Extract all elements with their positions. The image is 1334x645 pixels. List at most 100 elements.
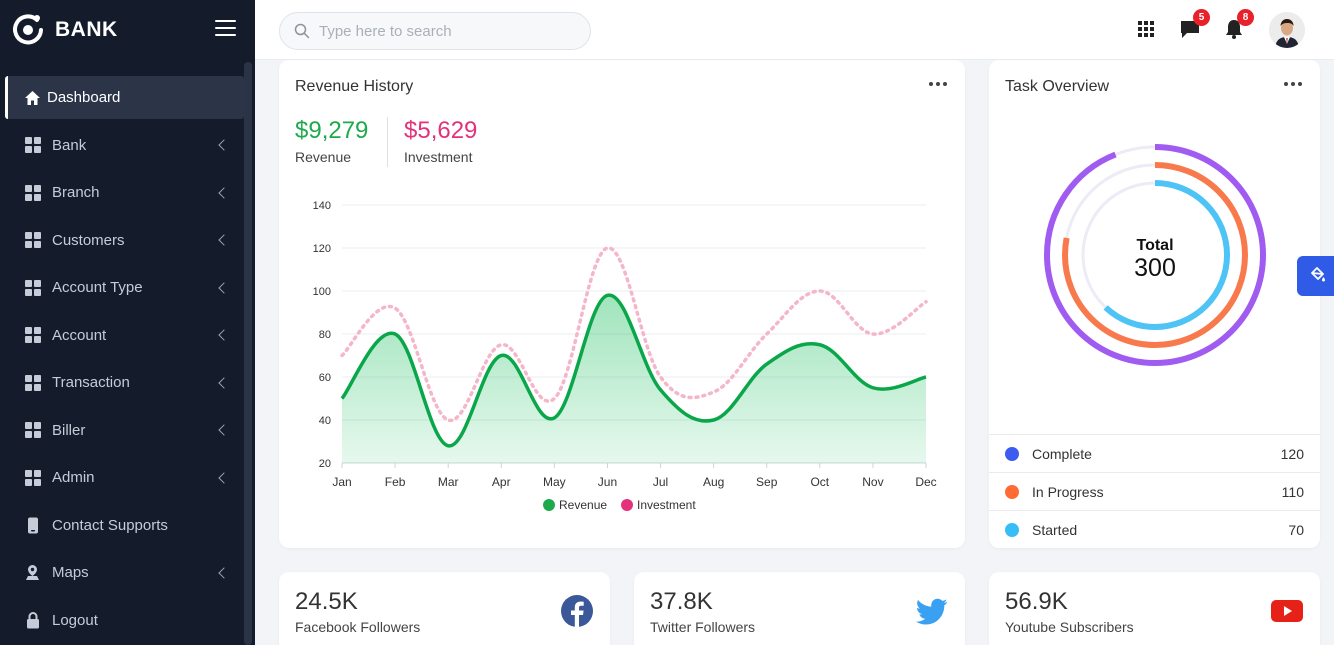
legend-dot bbox=[1005, 484, 1019, 499]
search-box[interactable] bbox=[279, 12, 591, 50]
revenue-point[interactable] bbox=[339, 396, 345, 402]
facebook-followers-label: Facebook Followers bbox=[295, 619, 421, 635]
legend-label: Started bbox=[1032, 521, 1078, 538]
sidebar-item-biller[interactable]: Biller bbox=[5, 407, 244, 455]
x-tick-label: Jul bbox=[653, 475, 668, 489]
investment-point[interactable] bbox=[711, 389, 717, 395]
sidebar-item-label: Account Type bbox=[52, 279, 143, 297]
apps-grid-icon[interactable] bbox=[1137, 18, 1159, 40]
card-title: Revenue History bbox=[295, 78, 414, 95]
sidebar-item-logout[interactable]: Logout bbox=[5, 597, 244, 645]
investment-point[interactable] bbox=[870, 331, 876, 337]
revenue-point[interactable] bbox=[604, 292, 610, 298]
brand-logo-icon bbox=[13, 14, 43, 45]
more-options-icon[interactable] bbox=[929, 82, 947, 86]
legend-label[interactable]: Investment bbox=[637, 498, 696, 512]
legend-dot bbox=[1005, 446, 1019, 461]
revenue-point[interactable] bbox=[658, 387, 664, 393]
bell-icon bbox=[1226, 20, 1242, 39]
home-icon bbox=[24, 89, 41, 106]
sidebar-item-dashboard[interactable]: Dashboard bbox=[5, 76, 244, 119]
messages-button[interactable]: 5 bbox=[1179, 9, 1210, 40]
menu-toggle-icon[interactable] bbox=[215, 20, 236, 38]
legend-count: 120 bbox=[1280, 445, 1304, 462]
investment-point[interactable] bbox=[339, 353, 345, 359]
sidebar-item-label: Account bbox=[52, 326, 107, 344]
revenue-point[interactable] bbox=[711, 417, 717, 423]
revenue-point[interactable] bbox=[392, 331, 398, 337]
investment-point[interactable] bbox=[498, 342, 504, 348]
grid-icon bbox=[24, 422, 41, 439]
y-tick-label: 60 bbox=[319, 372, 331, 384]
investment-point[interactable] bbox=[817, 288, 823, 294]
chevron-left-icon bbox=[218, 472, 230, 484]
sidebar-item-account[interactable]: Account bbox=[5, 312, 244, 360]
investment-point[interactable] bbox=[604, 245, 610, 251]
brand[interactable]: BANK bbox=[0, 0, 255, 60]
sidebar-item-label: Transaction bbox=[52, 374, 130, 392]
twitter-icon bbox=[916, 598, 948, 625]
sidebar-item-admin[interactable]: Admin bbox=[5, 454, 244, 502]
youtube-icon bbox=[1271, 600, 1303, 622]
sidebar-item-label: Dashboard bbox=[47, 89, 121, 106]
sidebar-item-branch[interactable]: Branch bbox=[5, 169, 244, 217]
sidebar-item-customers[interactable]: Customers bbox=[5, 217, 244, 265]
sidebar-item-bank[interactable]: Bank bbox=[5, 122, 244, 170]
complete-ring[interactable] bbox=[1044, 144, 1266, 366]
legend-label[interactable]: Revenue bbox=[559, 498, 607, 512]
revenue-point[interactable] bbox=[923, 374, 929, 380]
legend-marker bbox=[543, 499, 555, 511]
total-value: 300 bbox=[1134, 254, 1176, 282]
revenue-point[interactable] bbox=[551, 415, 557, 421]
started-ring[interactable] bbox=[1080, 180, 1230, 330]
revenue-point[interactable] bbox=[445, 443, 451, 449]
investment-point[interactable] bbox=[445, 417, 451, 423]
y-tick-label: 120 bbox=[313, 243, 331, 255]
grid-icon bbox=[24, 469, 41, 486]
twitter-followers-label: Twitter Followers bbox=[650, 619, 756, 635]
facebook-followers-value: 24.5K bbox=[295, 588, 358, 615]
sidebar-menu: Dashboard Bank Branch Customers Account … bbox=[5, 76, 244, 644]
revenue-point[interactable] bbox=[817, 342, 823, 348]
chevron-left-icon bbox=[218, 567, 230, 579]
messages-badge: 5 bbox=[1193, 9, 1210, 26]
investment-point[interactable] bbox=[658, 374, 664, 380]
twitter-followers-value: 37.8K bbox=[650, 588, 713, 615]
search-input[interactable] bbox=[319, 22, 569, 40]
grid-icon bbox=[24, 279, 41, 296]
investment-point[interactable] bbox=[392, 305, 398, 311]
revenue-point[interactable] bbox=[498, 353, 504, 359]
theme-customizer-button[interactable] bbox=[1297, 256, 1334, 296]
investment-point[interactable] bbox=[551, 396, 557, 402]
lock-icon bbox=[24, 611, 41, 629]
investment-point[interactable] bbox=[923, 299, 929, 305]
x-tick-label: Sep bbox=[756, 475, 778, 489]
map-pin-icon bbox=[24, 564, 41, 581]
task-legend-started: Started 70 bbox=[989, 510, 1320, 548]
revenue-point[interactable] bbox=[764, 361, 770, 367]
sidebar-item-contact-supports[interactable]: Contact Supports bbox=[5, 502, 244, 550]
chevron-left-icon bbox=[218, 139, 230, 151]
investment-point[interactable] bbox=[764, 331, 770, 337]
sidebar-item-maps[interactable]: Maps bbox=[5, 549, 244, 597]
grid-icon bbox=[24, 184, 41, 201]
investment-label: Investment bbox=[404, 149, 473, 165]
y-tick-label: 140 bbox=[313, 200, 331, 212]
facebook-icon bbox=[561, 595, 593, 627]
sidebar-item-transaction[interactable]: Transaction bbox=[5, 359, 244, 407]
revenue-line bbox=[340, 293, 927, 448]
sidebar-scrollbar[interactable] bbox=[244, 62, 252, 645]
more-options-icon[interactable] bbox=[1284, 82, 1302, 86]
avatar[interactable] bbox=[1269, 12, 1305, 48]
revenue-point[interactable] bbox=[870, 385, 876, 391]
investment-value: $5,629 bbox=[404, 117, 478, 144]
sidebar-item-account-type[interactable]: Account Type bbox=[5, 264, 244, 312]
notifications-button[interactable]: 8 bbox=[1223, 9, 1254, 40]
in-progress-ring[interactable] bbox=[1062, 162, 1248, 348]
legend-count: 110 bbox=[1281, 483, 1304, 500]
x-tick-label: Jan bbox=[332, 475, 351, 489]
x-tick-label: Feb bbox=[385, 475, 406, 489]
chevron-left-icon bbox=[218, 377, 230, 389]
youtube-subscribers-label: Youtube Subscribers bbox=[1005, 619, 1134, 635]
total-label: Total bbox=[1136, 237, 1173, 254]
